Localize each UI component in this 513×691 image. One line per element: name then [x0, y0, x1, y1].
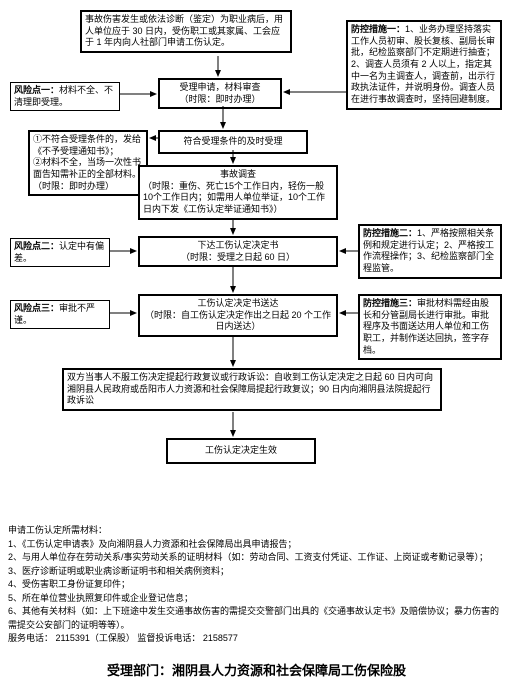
notes-item: 5、所在单位营业执照复印件或企业登记信息； — [8, 592, 505, 606]
measure3-node: 防控措施三：审批材料需经由股长和分管副局长进行审批。审批程序及书面送达用人单位和… — [358, 294, 502, 360]
risk1-node: 风险点一：材料不全、不清理即受理。 — [10, 82, 120, 111]
apply-line2: （时限：即时办理） — [163, 94, 277, 106]
notes-item: 1、《工伤认定申请表》及向湘阴县人力资源和社会保障局出具申请报告； — [8, 538, 505, 552]
reject-2: ②材料不全，当场一次性书面告知需补正的全部材料。 — [33, 157, 143, 180]
notes-section: 申请工伤认定所需材料： 1、《工伤认定申请表》及向湘阴县人力资源和社会保障局出具… — [8, 524, 505, 646]
investigate-text: （时限：重伤、死亡15个工作日内，轻伤一般10个工作日内；如需用人单位举证，10… — [143, 181, 333, 216]
flowchart-container: 事故伤害发生或依法诊断（鉴定）为职业病后，用人单位应于 30 日内，受伤职工或其… — [8, 8, 505, 518]
risk3-node: 风险点三：审批不严谨。 — [10, 300, 110, 329]
risk2-node: 风险点二：认定中有偏差。 — [10, 238, 110, 267]
measure1-node: 防控措施一：1、业务办理坚持落实工作人员初审、股长复核、副局长审批，纪检监察部门… — [346, 20, 502, 110]
notes-item: 6、其他有关材料（如：上下班途中发生交通事故伤害的需提交交警部门出具的《交通事故… — [8, 605, 505, 632]
deliver-node: 工伤认定决定书送达 （时限：自工伤认定决定作出之日起 20 个工作日内送达） — [138, 294, 338, 337]
notes-item: 3、医疗诊断证明或职业病诊断证明书和相关病例资料； — [8, 565, 505, 579]
measure1-text: 1、业务办理坚持落实工作人员初审、股长复核、副局长审批，纪检监察部门不定期进行抽… — [351, 24, 495, 104]
appeal-text: 双方当事人不服工伤决定提起行政复议或行政诉讼：自收到工伤认定决定之日起 60 日… — [67, 372, 433, 405]
investigate-node: 事故调查 （时限：重伤、死亡15个工作日内，轻伤一般10个工作日内；如需用人单位… — [138, 165, 338, 220]
notes-phone: 服务电话： 2115391（工保股） 监督投诉电话： 2158577 — [8, 632, 505, 646]
apply-node: 受理申请，材料审查 （时限：即时办理） — [158, 78, 282, 109]
deliver-line2: （时限：自工伤认定决定作出之日起 20 个工作日内送达） — [143, 310, 333, 333]
reject-3: （时限：即时办理） — [33, 181, 143, 193]
notes-header: 申请工伤认定所需材料： — [8, 524, 505, 538]
measure2-title: 防控措施二： — [363, 228, 417, 238]
start-node: 事故伤害发生或依法诊断（鉴定）为职业病后，用人单位应于 30 日内，受伤职工或其… — [80, 10, 292, 53]
decision-line2: （时限：受理之日起 60 日） — [143, 252, 333, 264]
investigate-title: 事故调查 — [143, 169, 333, 181]
appeal-node: 双方当事人不服工伤决定提起行政复议或行政诉讼：自收到工伤认定决定之日起 60 日… — [62, 368, 442, 411]
start-text: 事故伤害发生或依法诊断（鉴定）为职业病后，用人单位应于 30 日内，受伤职工或其… — [85, 14, 283, 47]
measure1-title: 防控措施一： — [351, 24, 405, 34]
notes-item: 2、与用人单位存在劳动关系/事实劳动关系的证明材料（如：劳动合同、工资支付凭证、… — [8, 551, 505, 565]
decision-node: 下达工伤认定决定书 （时限：受理之日起 60 日） — [138, 236, 338, 267]
risk1-title: 风险点一： — [14, 85, 59, 95]
effective-text: 工伤认定决定生效 — [205, 445, 277, 455]
accept-text: 符合受理条件的及时受理 — [183, 136, 282, 146]
measure2-node: 防控措施二：1、严格按照相关条例和规定进行认定；2、严格按工作流程操作；3、纪检… — [358, 224, 502, 279]
footer-dept: 受理部门：湘阴县人力资源和社会保障局工伤保险股 — [8, 660, 505, 679]
decision-line1: 下达工伤认定决定书 — [143, 240, 333, 252]
reject-node: ①不符合受理条件的，发给《不予受理通知书》； ②材料不全，当场一次性书面告知需补… — [28, 130, 148, 196]
risk3-title: 风险点三： — [14, 303, 59, 313]
apply-line1: 受理申请，材料审查 — [163, 82, 277, 94]
deliver-line1: 工伤认定决定书送达 — [143, 298, 333, 310]
accept-node: 符合受理条件的及时受理 — [158, 130, 308, 154]
measure3-title: 防控措施三： — [363, 298, 417, 308]
notes-item: 4、受伤害职工身份证复印件； — [8, 578, 505, 592]
effective-node: 工伤认定决定生效 — [166, 438, 316, 464]
risk2-title: 风险点二： — [14, 241, 59, 251]
reject-1: ①不符合受理条件的，发给《不予受理通知书》； — [33, 134, 143, 157]
